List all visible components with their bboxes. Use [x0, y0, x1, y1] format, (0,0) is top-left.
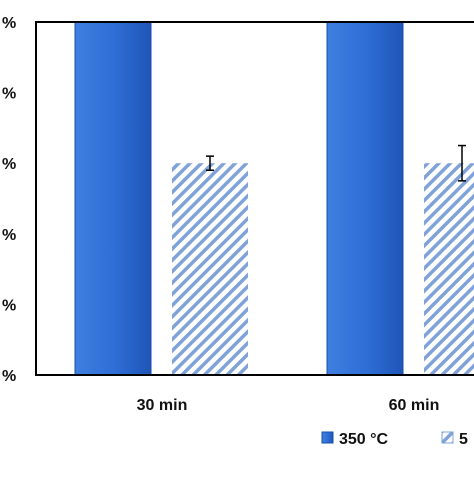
- x-axis-labels: 30 min 60 min: [137, 397, 440, 414]
- legend-label-2: 5: [459, 431, 468, 448]
- bars: [74, 21, 474, 376]
- y-tick-label: %: [2, 86, 16, 103]
- legend-label-1: 350 °C: [339, 431, 389, 448]
- legend-swatch-1: [321, 431, 334, 444]
- y-axis-ticks: %%%%%%: [2, 15, 16, 385]
- y-tick-label: %: [2, 156, 16, 173]
- y-tick-label: %: [2, 368, 16, 385]
- x-tick-label: 60 min: [389, 397, 440, 414]
- y-tick-label: %: [2, 227, 16, 244]
- legend: 350 °C 5: [321, 431, 468, 448]
- y-tick-label: %: [2, 15, 16, 32]
- plot-frame: [35, 21, 474, 376]
- bar-series-2-1: [424, 163, 474, 375]
- y-tick-label: %: [2, 297, 16, 314]
- bar-series-1-0: [74, 21, 152, 376]
- legend-swatch-2: [441, 431, 454, 444]
- bar-series-2-0: [172, 163, 248, 375]
- x-tick-label: 30 min: [137, 397, 188, 414]
- bar-series-1-1: [326, 21, 404, 376]
